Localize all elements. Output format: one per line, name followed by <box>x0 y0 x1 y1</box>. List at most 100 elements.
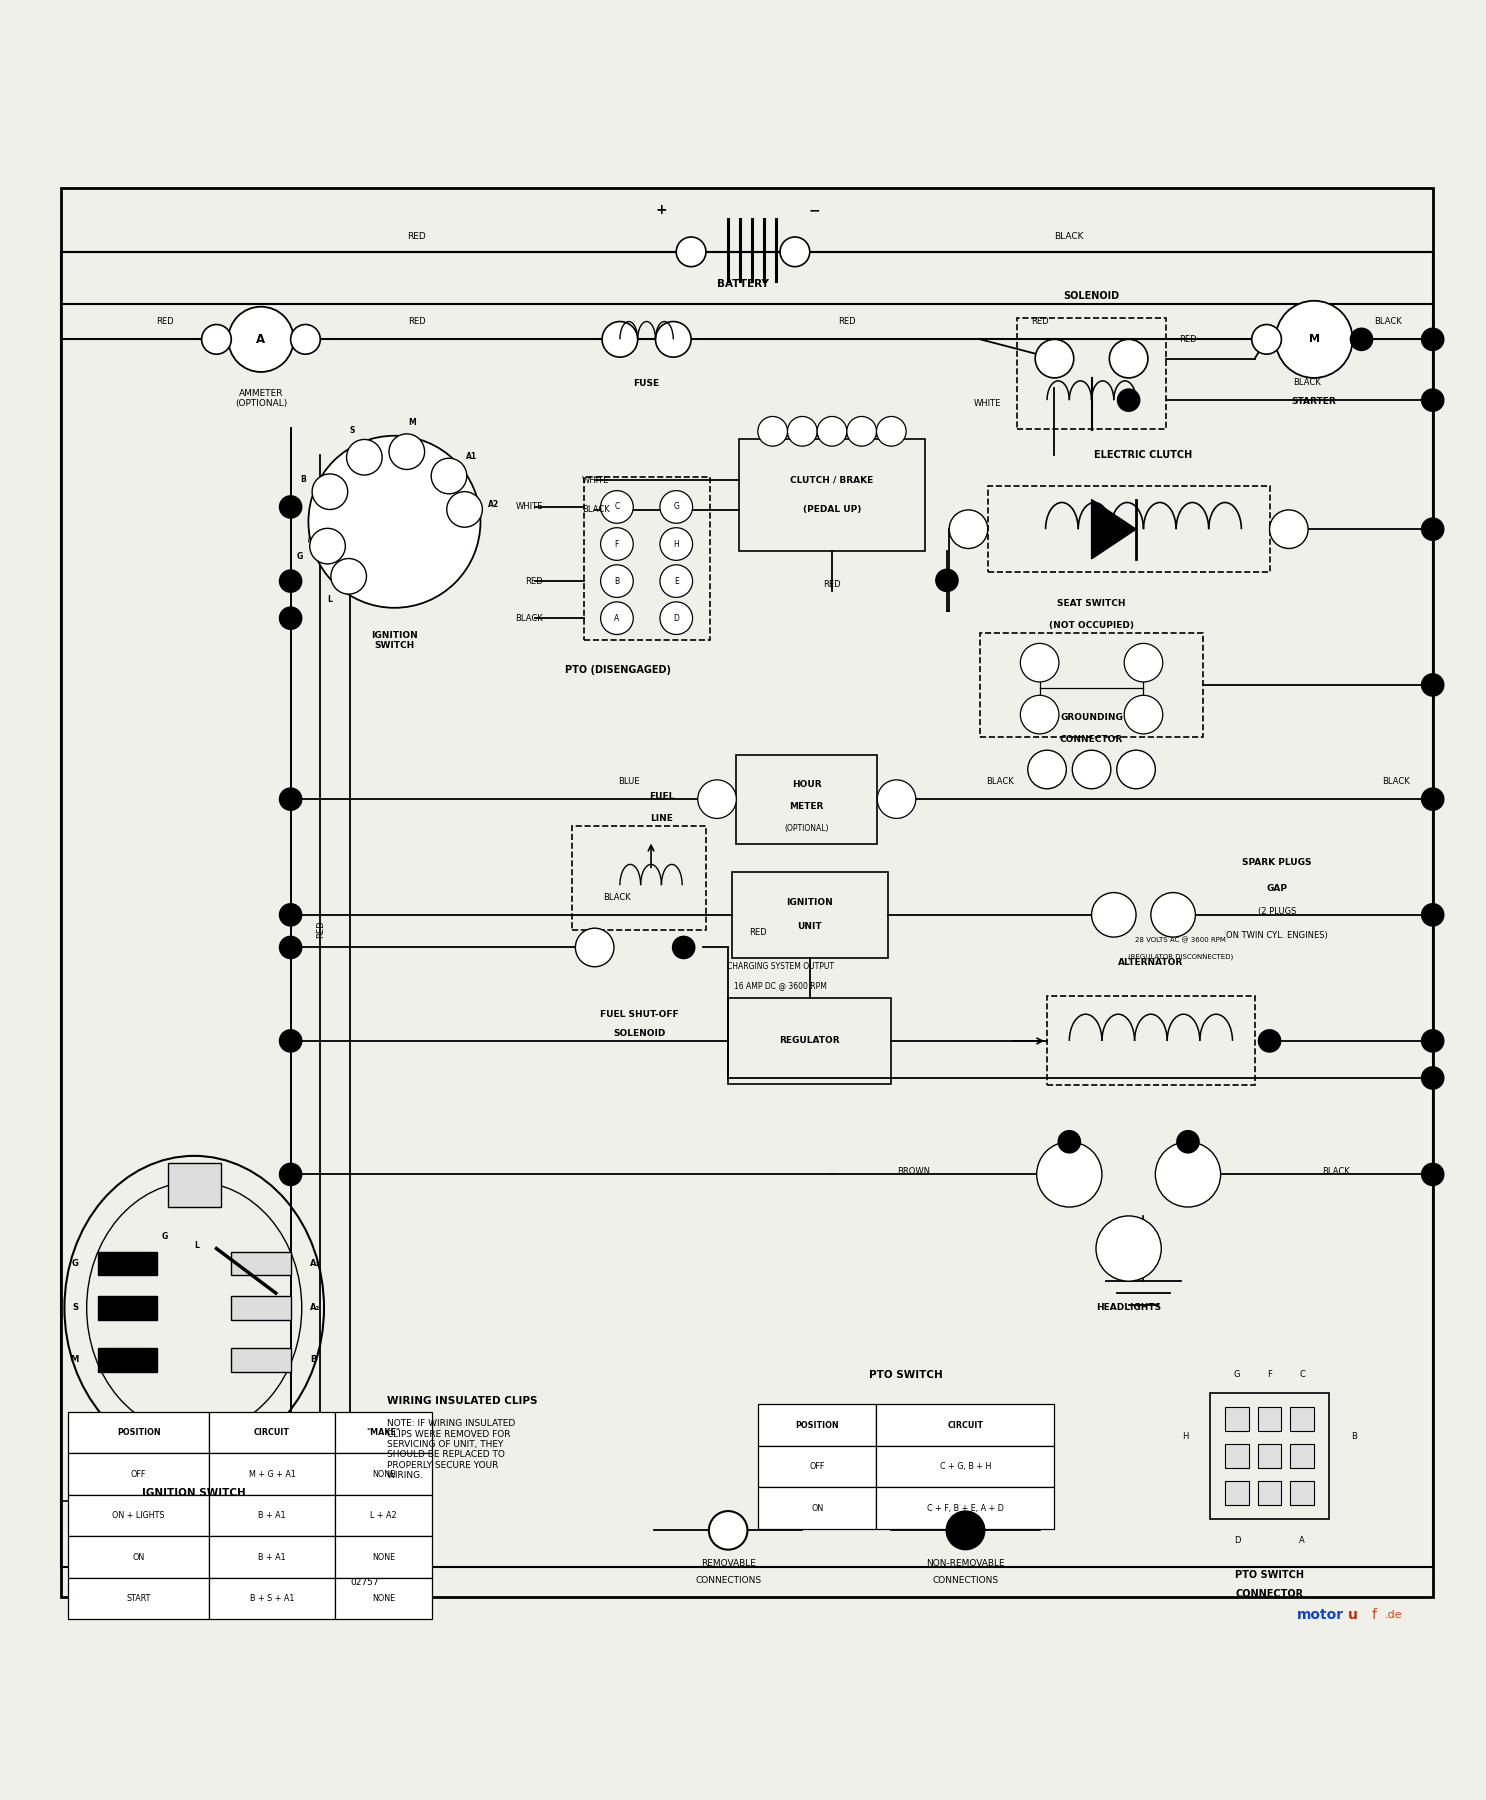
Circle shape <box>877 416 906 446</box>
Bar <box>733 871 887 958</box>
Text: G: G <box>1233 1370 1241 1379</box>
Bar <box>68 1411 210 1453</box>
Circle shape <box>1422 673 1444 697</box>
Text: A: A <box>1299 1535 1305 1544</box>
Text: H: H <box>1181 1433 1189 1442</box>
Text: A₂: A₂ <box>311 1303 319 1312</box>
Text: C + G, B + H: C + G, B + H <box>939 1462 991 1471</box>
Text: BROWN: BROWN <box>330 515 340 544</box>
Bar <box>98 1251 158 1274</box>
Circle shape <box>1422 518 1444 540</box>
Text: CONNECTOR: CONNECTOR <box>1235 1589 1303 1598</box>
Text: .de: .de <box>1385 1609 1403 1620</box>
Bar <box>758 1404 877 1445</box>
Text: G: G <box>162 1233 168 1242</box>
Text: 16 AMP DC @ 3600 RPM: 16 AMP DC @ 3600 RPM <box>734 981 826 990</box>
Circle shape <box>1058 1130 1080 1152</box>
Text: BLACK: BLACK <box>603 893 630 902</box>
Text: AMMETER
(OPTIONAL): AMMETER (OPTIONAL) <box>235 389 287 409</box>
Text: IGNITION SWITCH: IGNITION SWITCH <box>143 1489 247 1498</box>
Circle shape <box>1097 1217 1161 1282</box>
Bar <box>1224 1408 1248 1431</box>
Circle shape <box>279 1030 302 1051</box>
Bar <box>232 1251 291 1274</box>
Text: BLUE: BLUE <box>618 778 639 787</box>
Circle shape <box>847 416 877 446</box>
Text: f: f <box>1372 1607 1378 1622</box>
Text: D: D <box>673 614 679 623</box>
Text: METER: METER <box>789 803 823 812</box>
Text: BATTERY: BATTERY <box>718 279 768 290</box>
Bar <box>68 1453 210 1494</box>
Circle shape <box>780 238 810 266</box>
Bar <box>336 1579 431 1620</box>
Text: PTO (DISENGAGED): PTO (DISENGAGED) <box>565 666 672 675</box>
Text: +: + <box>655 203 667 218</box>
Text: NOTE: IF WIRING INSULATED
CLIPS WERE REMOVED FOR
SERVICING OF UNIT, THEY
SHOULD : NOTE: IF WIRING INSULATED CLIPS WERE REM… <box>386 1418 516 1480</box>
Text: BLACK: BLACK <box>581 506 609 515</box>
Bar <box>336 1453 431 1494</box>
Text: WHITE: WHITE <box>516 502 542 511</box>
Text: RED: RED <box>838 317 856 326</box>
Text: E: E <box>673 576 679 585</box>
Text: PTO SWITCH: PTO SWITCH <box>1235 1570 1305 1580</box>
Bar <box>728 997 892 1084</box>
Text: BLACK: BLACK <box>985 778 1013 787</box>
Text: G: G <box>71 1258 79 1267</box>
Circle shape <box>600 527 633 560</box>
Bar <box>1224 1444 1248 1469</box>
Bar <box>981 634 1202 736</box>
Text: RED: RED <box>1180 335 1196 344</box>
Text: OFF: OFF <box>131 1469 146 1478</box>
Bar <box>1018 319 1165 428</box>
Text: CHARGING SYSTEM OUTPUT: CHARGING SYSTEM OUTPUT <box>727 963 834 972</box>
Text: WHITE: WHITE <box>973 398 1002 407</box>
Text: L: L <box>195 1240 199 1249</box>
Circle shape <box>1125 695 1162 734</box>
Circle shape <box>655 322 691 356</box>
Text: NON-REMOVABLE: NON-REMOVABLE <box>926 1559 1005 1568</box>
Circle shape <box>389 434 425 470</box>
Circle shape <box>1422 389 1444 410</box>
Text: ON + LIGHTS: ON + LIGHTS <box>113 1510 165 1519</box>
Circle shape <box>1117 751 1155 788</box>
Bar <box>210 1579 336 1620</box>
Circle shape <box>1021 695 1060 734</box>
Circle shape <box>673 936 695 959</box>
Bar <box>68 1579 210 1620</box>
Text: POSITION: POSITION <box>117 1427 160 1436</box>
Circle shape <box>1351 328 1373 351</box>
Text: F: F <box>1268 1370 1272 1379</box>
Bar <box>98 1348 158 1372</box>
Text: RED: RED <box>749 929 767 938</box>
Circle shape <box>1251 324 1281 355</box>
Circle shape <box>660 491 692 524</box>
Circle shape <box>1037 1141 1103 1208</box>
Text: M: M <box>70 1355 79 1364</box>
Text: WIRING INSULATED CLIPS: WIRING INSULATED CLIPS <box>386 1397 538 1406</box>
Text: B: B <box>614 576 620 585</box>
Circle shape <box>936 569 958 592</box>
Circle shape <box>758 416 788 446</box>
Text: STARTER: STARTER <box>1291 398 1336 407</box>
Bar <box>1210 1393 1328 1519</box>
Circle shape <box>698 779 737 819</box>
Circle shape <box>600 601 633 635</box>
Text: (NOT OCCUPIED): (NOT OCCUPIED) <box>1049 621 1134 630</box>
Circle shape <box>431 459 467 493</box>
Bar <box>1257 1481 1281 1505</box>
Bar <box>168 1163 221 1208</box>
Text: H: H <box>673 540 679 549</box>
Text: BLACK: BLACK <box>516 614 542 623</box>
Text: RED: RED <box>407 317 425 326</box>
Circle shape <box>817 416 847 446</box>
Circle shape <box>1275 301 1352 378</box>
Bar <box>210 1537 336 1579</box>
Circle shape <box>1028 751 1067 788</box>
Text: "MAKE": "MAKE" <box>367 1427 400 1436</box>
Text: A1: A1 <box>467 452 477 461</box>
Circle shape <box>1150 893 1195 938</box>
Text: RED: RED <box>525 576 542 585</box>
Text: RED: RED <box>407 232 426 241</box>
Circle shape <box>600 491 633 524</box>
